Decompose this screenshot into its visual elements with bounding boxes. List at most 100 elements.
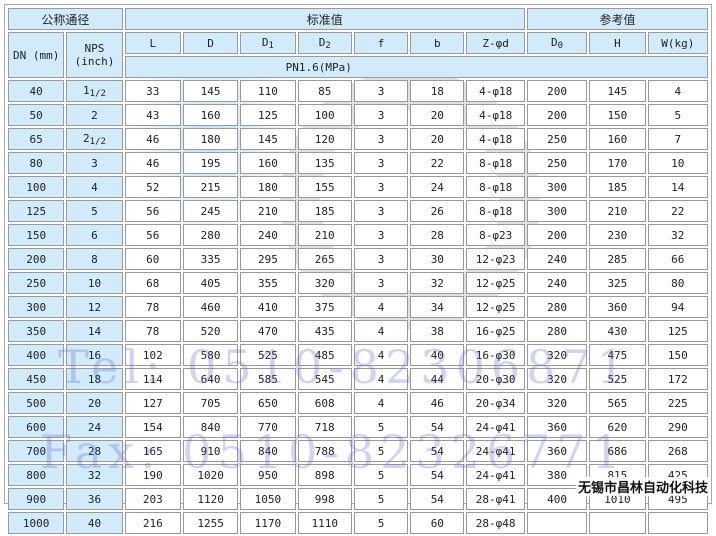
table-cell: 24-φ41 <box>466 440 525 462</box>
table-cell: 686 <box>589 440 646 462</box>
table-cell: 3 <box>353 248 409 270</box>
table-cell: 14 <box>647 176 708 198</box>
table-cell: 268 <box>647 440 708 462</box>
table-cell <box>647 512 708 534</box>
table-cell: 216 <box>124 512 181 534</box>
table-cell: 430 <box>589 320 646 342</box>
table-row: 40 11/2 33 145 110 85 3 18 4-φ18 200 145 4 <box>8 80 708 102</box>
table-cell: 998 <box>297 488 352 510</box>
table-cell: 46 <box>124 152 181 174</box>
table-cell: 910 <box>182 440 239 462</box>
table-row: 600 24 154 840 770 718 5 54 24-φ41 360 620 290 <box>8 416 708 438</box>
company-watermark: 无锡市昌林自动化科技 <box>575 477 710 496</box>
table-cell: 5 <box>66 200 123 222</box>
table-cell: 60 <box>124 248 181 270</box>
table-cell: 24 <box>410 176 465 198</box>
header-reference-values: 参考值 <box>526 8 708 30</box>
table-cell: 7 <box>647 128 708 150</box>
table-cell: 4-φ18 <box>466 80 525 102</box>
table-cell: 5 <box>647 104 708 126</box>
table-cell: 12-φ23 <box>466 248 525 270</box>
table-cell: 3 <box>353 128 409 150</box>
table-cell: 26 <box>410 200 465 222</box>
table-cell: 170 <box>589 152 646 174</box>
table-cell: 3 <box>353 200 409 222</box>
table-cell: 203 <box>124 488 181 510</box>
table-cell: 705 <box>182 392 239 414</box>
table-cell: 360 <box>526 416 588 438</box>
table-cell: 46 <box>410 392 465 414</box>
table-row: 200 8 60 335 295 265 3 30 12-φ23 240 285 66 <box>8 248 708 270</box>
table-row: 80 3 46 195 160 135 3 22 8-φ18 250 170 10 <box>8 152 708 174</box>
table-cell: 28-φ48 <box>466 512 525 534</box>
table-row: 700 28 165 910 840 788 5 54 24-φ41 360 686 268 <box>8 440 708 462</box>
table-row: 100 4 52 215 180 155 3 24 8-φ18 300 185 14 <box>8 176 708 198</box>
table-cell: 770 <box>240 416 296 438</box>
table-cell: 4 <box>66 176 123 198</box>
table-cell: 200 <box>8 248 65 270</box>
table-cell: 300 <box>8 296 65 318</box>
table-row: 400 16 102 580 525 485 4 40 16-φ30 320 475 150 <box>8 344 708 366</box>
table-cell: 145 <box>182 80 239 102</box>
table-cell: 4 <box>353 320 409 342</box>
table-cell: 3 <box>353 224 409 246</box>
table-cell: 145 <box>240 128 296 150</box>
table-cell: 38 <box>410 320 465 342</box>
table-cell: 410 <box>240 296 296 318</box>
table-cell: 3 <box>353 272 409 294</box>
table-cell: 608 <box>297 392 352 414</box>
pressure-rating: PN1.6(MPa) <box>124 56 708 78</box>
table-cell: 500 <box>8 392 65 414</box>
table-cell: 280 <box>526 296 588 318</box>
table-cell: 20-φ34 <box>466 392 525 414</box>
table-cell: 5 <box>353 440 409 462</box>
table-cell: 52 <box>124 176 181 198</box>
table-cell: 400 <box>526 488 588 510</box>
table-cell: 11/2 <box>66 80 123 102</box>
table-cell: 600 <box>8 416 65 438</box>
table-cell: 2 <box>66 104 123 126</box>
table-cell: 54 <box>410 440 465 462</box>
table-cell: 12-φ25 <box>466 272 525 294</box>
table-cell: 6 <box>66 224 123 246</box>
table-cell: 125 <box>8 200 65 222</box>
table-row: 450 18 114 640 585 545 4 44 20-φ30 320 525 172 <box>8 368 708 390</box>
table-cell: 405 <box>182 272 239 294</box>
table-cell: 14 <box>66 320 123 342</box>
table-cell: 375 <box>297 296 352 318</box>
table-cell: 525 <box>589 368 646 390</box>
table-cell: 520 <box>182 320 239 342</box>
table-cell: 840 <box>240 440 296 462</box>
table-cell: 325 <box>589 272 646 294</box>
table-cell: 21/2 <box>66 128 123 150</box>
table-cell: 78 <box>124 296 181 318</box>
table-cell: 8-φ18 <box>466 152 525 174</box>
table-cell: 120 <box>297 128 352 150</box>
header-nominal-diameter: 公称通径 <box>8 8 123 30</box>
table-cell: 1120 <box>182 488 239 510</box>
table-cell: 185 <box>297 200 352 222</box>
table-cell: 360 <box>526 440 588 462</box>
table-cell: 1020 <box>182 464 239 486</box>
header-dn: DN (mm) <box>8 32 65 78</box>
table-cell: 185 <box>589 176 646 198</box>
table-cell: 114 <box>124 368 181 390</box>
table-cell: 525 <box>240 344 296 366</box>
table-cell: 100 <box>8 176 65 198</box>
table-cell: 700 <box>8 440 65 462</box>
header-h: H <box>589 32 646 54</box>
table-cell: 215 <box>182 176 239 198</box>
header-b: b <box>410 32 465 54</box>
table-cell: 5 <box>353 416 409 438</box>
table-cell: 18 <box>66 368 123 390</box>
table-cell: 40 <box>410 344 465 366</box>
table-cell: 1170 <box>240 512 296 534</box>
table-cell: 4-φ18 <box>466 104 525 126</box>
table-cell: 150 <box>8 224 65 246</box>
table-cell: 470 <box>240 320 296 342</box>
table-cell: 250 <box>8 272 65 294</box>
table-cell: 28-φ41 <box>466 488 525 510</box>
table-cell: 165 <box>124 440 181 462</box>
table-cell: 718 <box>297 416 352 438</box>
table-cell: 230 <box>589 224 646 246</box>
